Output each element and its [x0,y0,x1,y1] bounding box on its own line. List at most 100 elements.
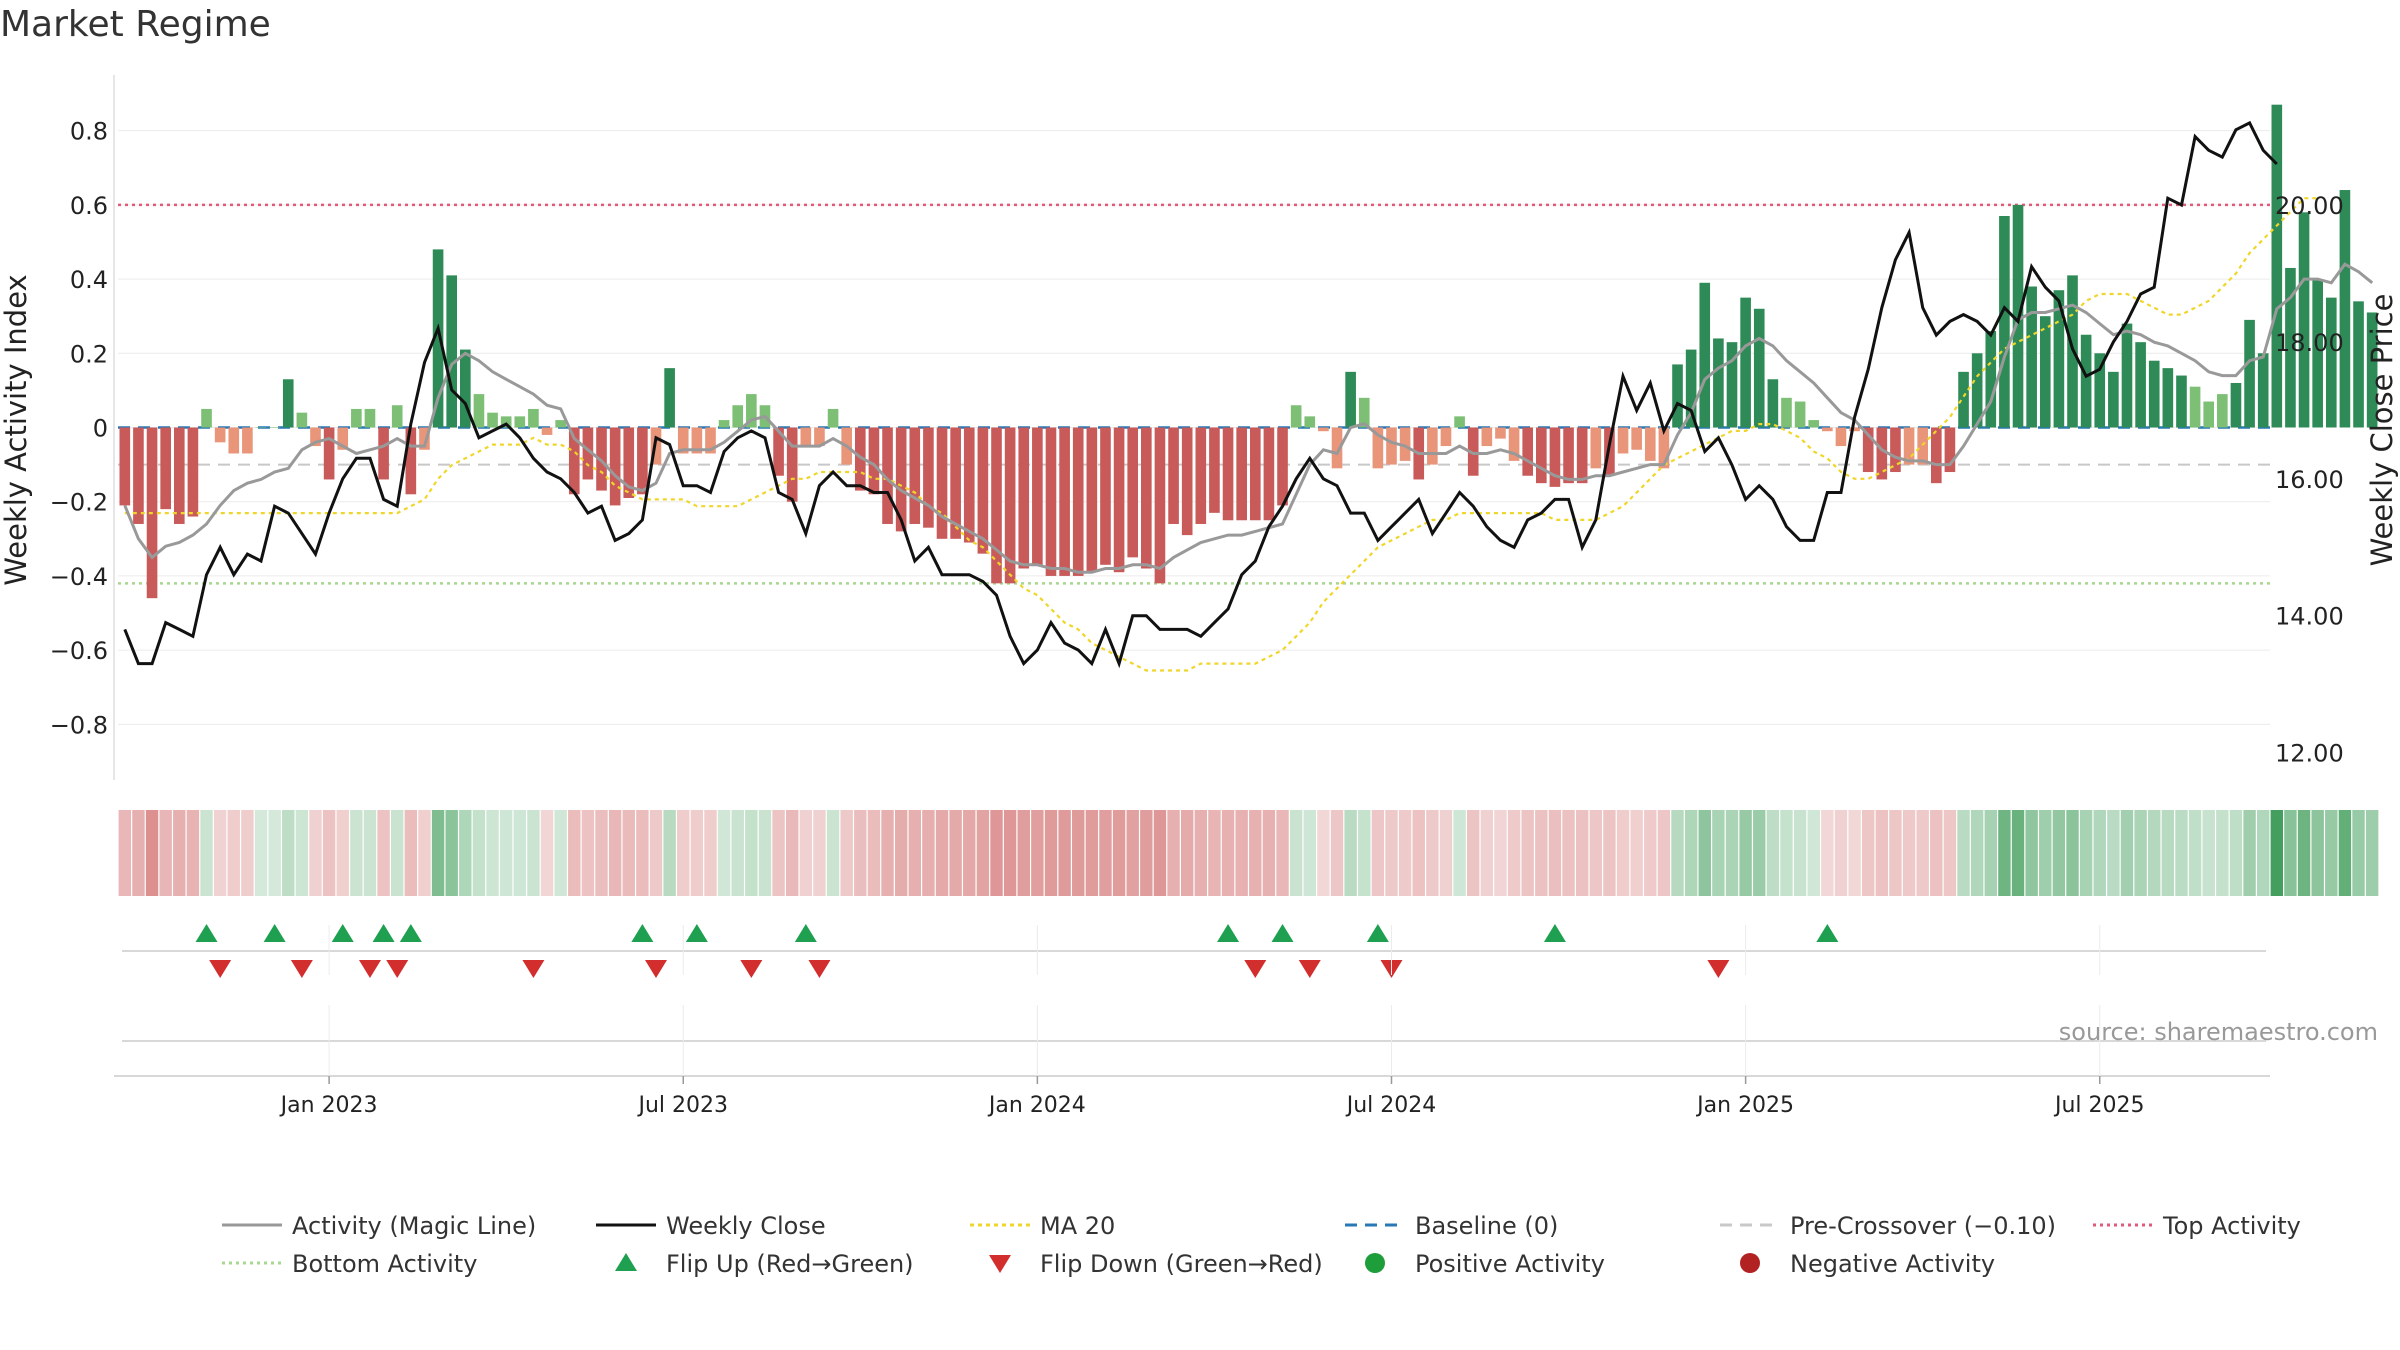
regime-cell [785,810,799,896]
activity-bar [282,379,294,428]
magic-line [123,262,2374,574]
activity-bar [1508,427,1520,461]
regime-cell [1126,810,1139,896]
activity-bar [2053,290,2065,428]
flip-down-marker [1707,960,1730,978]
regime-cell [1494,810,1507,896]
regime-cell [976,810,990,896]
activity-bar [1944,427,1956,473]
y-left-tick-label: 0.8 [70,118,108,146]
activity-bar [1590,427,1602,469]
regime-cell [1725,810,1739,896]
activity-bar [364,408,376,428]
legend-label: Bottom Activity [292,1250,477,1278]
y-right-tick-label: 12.00 [2275,740,2344,768]
activity-bar [173,427,185,524]
regime-cell [622,810,635,896]
source-note: source: sharemaestro.com [2059,1018,2378,1046]
regime-cell [1249,810,1262,896]
regime-cell [1684,810,1698,896]
activity-bar [214,427,226,443]
activity-bar [2189,386,2201,428]
regime-cell [1984,810,1997,896]
activity-bar [405,427,417,495]
activity-bar [2108,371,2119,428]
activity-bar [1794,401,1806,428]
activity-bar [1522,427,1534,476]
regime-cell [1385,810,1398,896]
activity-bar [1277,427,1288,506]
regime-cell [677,810,690,896]
flip-up-marker [1271,924,1294,942]
y-left-tick-label: 0 [93,415,108,443]
activity-bar [1958,371,1969,428]
activity-bar [2135,342,2146,428]
activity-bar [637,427,648,495]
activity-bar [391,405,403,428]
regime-cell [2120,810,2134,896]
activity-bar [2244,319,2255,428]
activity-bar [1195,427,1207,524]
regime-cell [1317,810,1330,896]
regime-cell [1575,810,1589,896]
regime-cell [1371,810,1385,896]
activity-bar [201,408,212,428]
activity-bar [1209,427,1220,513]
regime-cell [431,810,445,896]
regime-cell [391,810,404,896]
legend-item-down: Flip Down (Green→Red) [989,1250,1323,1278]
activity-bar [1549,427,1561,487]
activity-bar [1849,427,1860,432]
legend-label: Negative Activity [1790,1250,1995,1278]
regime-cell [1589,810,1603,896]
regime-cell [1821,810,1834,896]
activity-bar [1740,297,1751,428]
activity-bar [119,427,131,506]
activity-bar [255,427,267,428]
y-axis-left-label: Weekly Activity Index [0,274,33,585]
axes: 0.8 0.6 0.4 0.2 0 −0.2 −0.4 −0.6 −0.8 20.00 18.00 1… [50,75,2344,780]
legend-item-up: Flip Up (Red→Green) [615,1250,914,1278]
legend-swatch [989,1255,1011,1273]
activity-bar [718,420,730,428]
x-tick-label: Jul 2025 [2053,1093,2145,1118]
flip-down-marker [386,960,409,978]
activity-bar [1372,427,1384,469]
activity-bar [963,427,975,543]
regime-cell [1943,810,1957,896]
activity-bar [2121,323,2133,428]
regime-cell [2011,810,2025,896]
regime-cell [636,810,649,896]
legend-item-base: Baseline (0) [1345,1212,1558,1240]
regime-cell [867,810,881,896]
regime-cell [1780,810,1793,896]
x-axis: Jan 2023 Jul 2023 Jan 2024 Jul 2024 Jan 2025… [114,925,2270,1118]
activity-bar [827,408,839,428]
regime-cell [1657,810,1671,896]
activity-bar [1427,427,1438,465]
activity-bar [187,427,199,517]
regime-cell [1289,810,1303,896]
activity-bar [1862,427,1874,473]
legend-item-bottom: Bottom Activity [222,1250,477,1278]
activity-bar [1100,427,1111,565]
activity-bar [623,427,635,498]
flip-up-marker [372,924,395,942]
y-right-tick-label: 16.00 [2275,466,2344,494]
y-right-tick-label: 20.00 [2275,192,2344,220]
flip-up-marker [1366,924,1389,942]
flip-markers [122,924,2266,978]
activity-bar [1753,308,1765,428]
regime-cell [2093,810,2106,896]
regime-cell [1262,810,1276,896]
activity-bar [1536,427,1547,484]
legend-item-top: Top Activity [2093,1212,2301,1240]
activity-bar [1917,427,1928,465]
activity-bar [950,427,961,539]
regime-cell [649,810,663,896]
activity-bar [1822,427,1833,432]
regime-cell [2229,810,2243,896]
regime-cell [2352,810,2365,896]
regime-cell [1834,810,1848,896]
regime-cell [173,810,186,896]
